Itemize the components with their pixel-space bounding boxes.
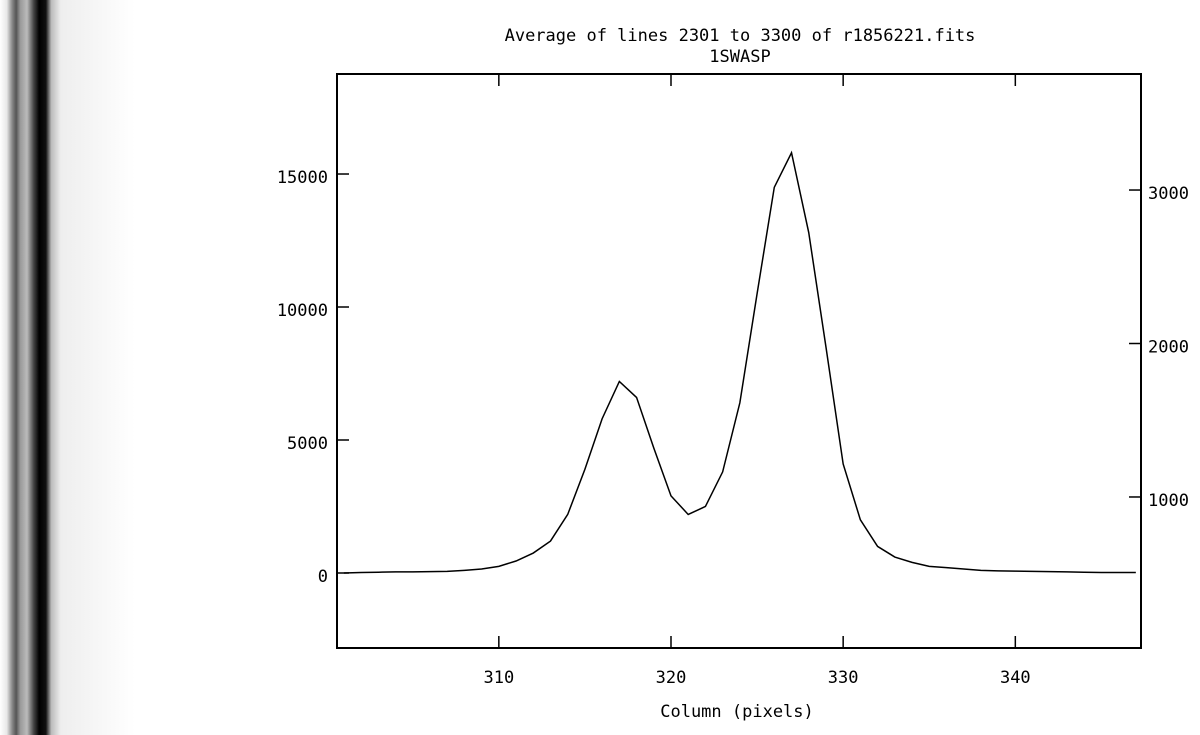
spectrum-image <box>0 0 135 735</box>
x-tick-label: 320 <box>656 668 687 688</box>
chart-subtitle: 1SWASP <box>709 47 770 67</box>
y2-tick-label: 3000 <box>1148 184 1189 204</box>
x-tick-label: 340 <box>1000 668 1031 688</box>
y-tick-label: 15000 <box>277 168 328 188</box>
y-tick-label: 0 <box>318 567 328 587</box>
x-tick-label: 310 <box>483 668 514 688</box>
y2-tick-label: 2000 <box>1148 338 1189 358</box>
chart-title: Average of lines 2301 to 3300 of r185622… <box>505 26 976 46</box>
plot-frame <box>336 73 1142 649</box>
y-tick-label: 5000 <box>287 434 328 454</box>
y2-tick-label: 1000 <box>1148 491 1189 511</box>
x-axis-label: Column (pixels) <box>660 702 814 722</box>
data-line <box>343 150 1136 574</box>
y-tick-label: 10000 <box>277 301 328 321</box>
x-tick-label: 330 <box>828 668 859 688</box>
